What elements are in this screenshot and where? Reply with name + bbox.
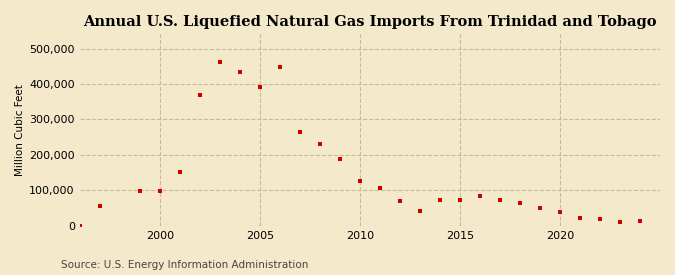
Point: [414, 208, 425, 213]
Point: [354, 179, 365, 183]
Point: [394, 199, 405, 203]
Point: [595, 217, 605, 221]
Point: [254, 85, 265, 89]
Point: [234, 70, 245, 74]
Point: [375, 186, 385, 190]
Point: [435, 198, 446, 203]
Point: [274, 65, 285, 70]
Point: [174, 170, 185, 174]
Point: [155, 189, 165, 194]
Point: [194, 92, 205, 97]
Point: [74, 223, 85, 228]
Point: [514, 201, 525, 205]
Point: [614, 220, 625, 224]
Point: [634, 219, 645, 224]
Point: [475, 194, 485, 199]
Point: [495, 198, 506, 203]
Point: [454, 198, 465, 202]
Point: [334, 157, 345, 161]
Title: Annual U.S. Liquefied Natural Gas Imports From Trinidad and Tobago: Annual U.S. Liquefied Natural Gas Import…: [83, 15, 657, 29]
Text: Source: U.S. Energy Information Administration: Source: U.S. Energy Information Administ…: [61, 260, 308, 270]
Point: [315, 141, 325, 146]
Point: [294, 130, 305, 134]
Y-axis label: Million Cubic Feet: Million Cubic Feet: [15, 84, 25, 176]
Point: [535, 206, 545, 210]
Point: [215, 60, 225, 64]
Point: [555, 210, 566, 214]
Point: [95, 204, 105, 208]
Point: [574, 216, 585, 221]
Point: [134, 189, 145, 194]
